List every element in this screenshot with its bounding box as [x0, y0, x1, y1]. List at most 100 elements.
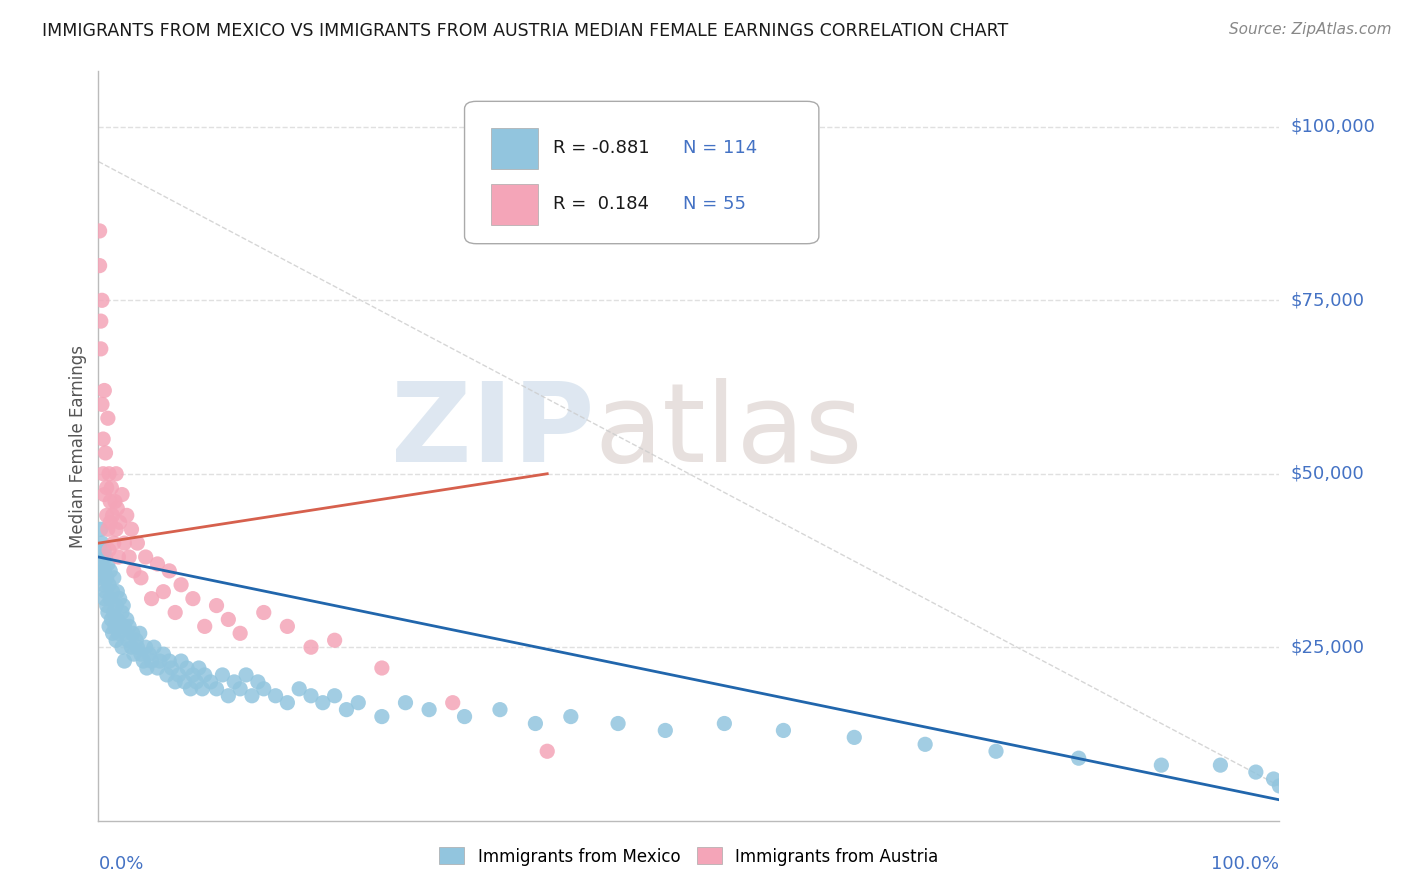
Point: [288, 681, 311, 696]
Point: [114, 626, 136, 640]
Point: [217, 612, 239, 626]
Point: [91, 397, 114, 411]
Point: [112, 536, 135, 550]
Point: [253, 606, 276, 620]
Point: [91, 467, 114, 481]
Point: [246, 674, 269, 689]
Point: [118, 619, 141, 633]
Point: [772, 723, 794, 738]
Point: [117, 633, 139, 648]
Text: 0.0%: 0.0%: [98, 855, 143, 873]
Point: [1209, 758, 1232, 772]
Point: [217, 689, 239, 703]
Point: [176, 661, 198, 675]
Point: [96, 599, 118, 613]
Point: [111, 487, 134, 501]
Text: IMMIGRANTS FROM MEXICO VS IMMIGRANTS FROM AUSTRIA MEDIAN FEMALE EARNINGS CORRELA: IMMIGRANTS FROM MEXICO VS IMMIGRANTS FRO…: [42, 22, 1008, 40]
Point: [560, 709, 582, 723]
Point: [104, 619, 127, 633]
Point: [98, 564, 121, 578]
Point: [170, 578, 193, 592]
Text: R = -0.881: R = -0.881: [553, 139, 650, 157]
Text: $50,000: $50,000: [1291, 465, 1364, 483]
Point: [1244, 765, 1267, 780]
Point: [205, 599, 228, 613]
Point: [108, 591, 131, 606]
Point: [98, 591, 121, 606]
Point: [122, 647, 145, 661]
Point: [96, 481, 118, 495]
Point: [489, 703, 512, 717]
Point: [98, 543, 121, 558]
Point: [167, 668, 190, 682]
Point: [105, 467, 128, 481]
Point: [607, 716, 630, 731]
Point: [90, 314, 112, 328]
Point: [91, 536, 114, 550]
Point: [1263, 772, 1285, 786]
Point: [100, 612, 122, 626]
Point: [142, 640, 165, 655]
Point: [93, 564, 115, 578]
Point: [97, 411, 120, 425]
Point: [111, 640, 134, 655]
Point: [121, 640, 143, 655]
Point: [93, 384, 115, 398]
Point: [323, 633, 346, 648]
Point: [165, 674, 187, 689]
Point: [264, 689, 287, 703]
Y-axis label: Median Female Earnings: Median Female Earnings: [69, 344, 87, 548]
Point: [713, 716, 735, 731]
Point: [90, 342, 112, 356]
Point: [160, 661, 183, 675]
Point: [89, 549, 111, 564]
Point: [128, 626, 150, 640]
Point: [132, 654, 155, 668]
Point: [101, 626, 124, 640]
Text: $100,000: $100,000: [1291, 118, 1375, 136]
Point: [299, 640, 322, 655]
Point: [107, 549, 129, 564]
Point: [103, 606, 125, 620]
FancyBboxPatch shape: [491, 128, 537, 169]
Point: [844, 731, 866, 745]
Point: [121, 522, 143, 536]
Point: [240, 689, 263, 703]
Point: [115, 612, 138, 626]
Point: [90, 522, 112, 536]
Point: [91, 557, 114, 571]
Point: [112, 599, 135, 613]
Point: [229, 626, 252, 640]
Point: [253, 681, 276, 696]
Point: [97, 522, 120, 536]
Point: [157, 654, 180, 668]
Point: [100, 481, 122, 495]
Point: [135, 640, 157, 655]
Text: atlas: atlas: [595, 377, 863, 484]
Point: [536, 744, 558, 758]
Point: [111, 606, 134, 620]
Point: [157, 564, 180, 578]
Point: [89, 224, 111, 238]
Point: [105, 501, 128, 516]
Text: R =  0.184: R = 0.184: [553, 195, 650, 213]
Point: [654, 723, 676, 738]
Point: [127, 536, 149, 550]
Point: [323, 689, 346, 703]
Point: [104, 494, 127, 508]
Point: [394, 696, 416, 710]
Point: [101, 584, 124, 599]
Point: [181, 668, 204, 682]
Point: [129, 571, 152, 585]
Point: [112, 654, 135, 668]
FancyBboxPatch shape: [491, 184, 537, 225]
Point: [93, 543, 115, 558]
Point: [138, 647, 160, 661]
Point: [418, 703, 440, 717]
Point: [149, 654, 172, 668]
Point: [97, 606, 120, 620]
Point: [98, 619, 121, 633]
Point: [122, 564, 145, 578]
Point: [146, 557, 169, 571]
Point: [103, 536, 125, 550]
